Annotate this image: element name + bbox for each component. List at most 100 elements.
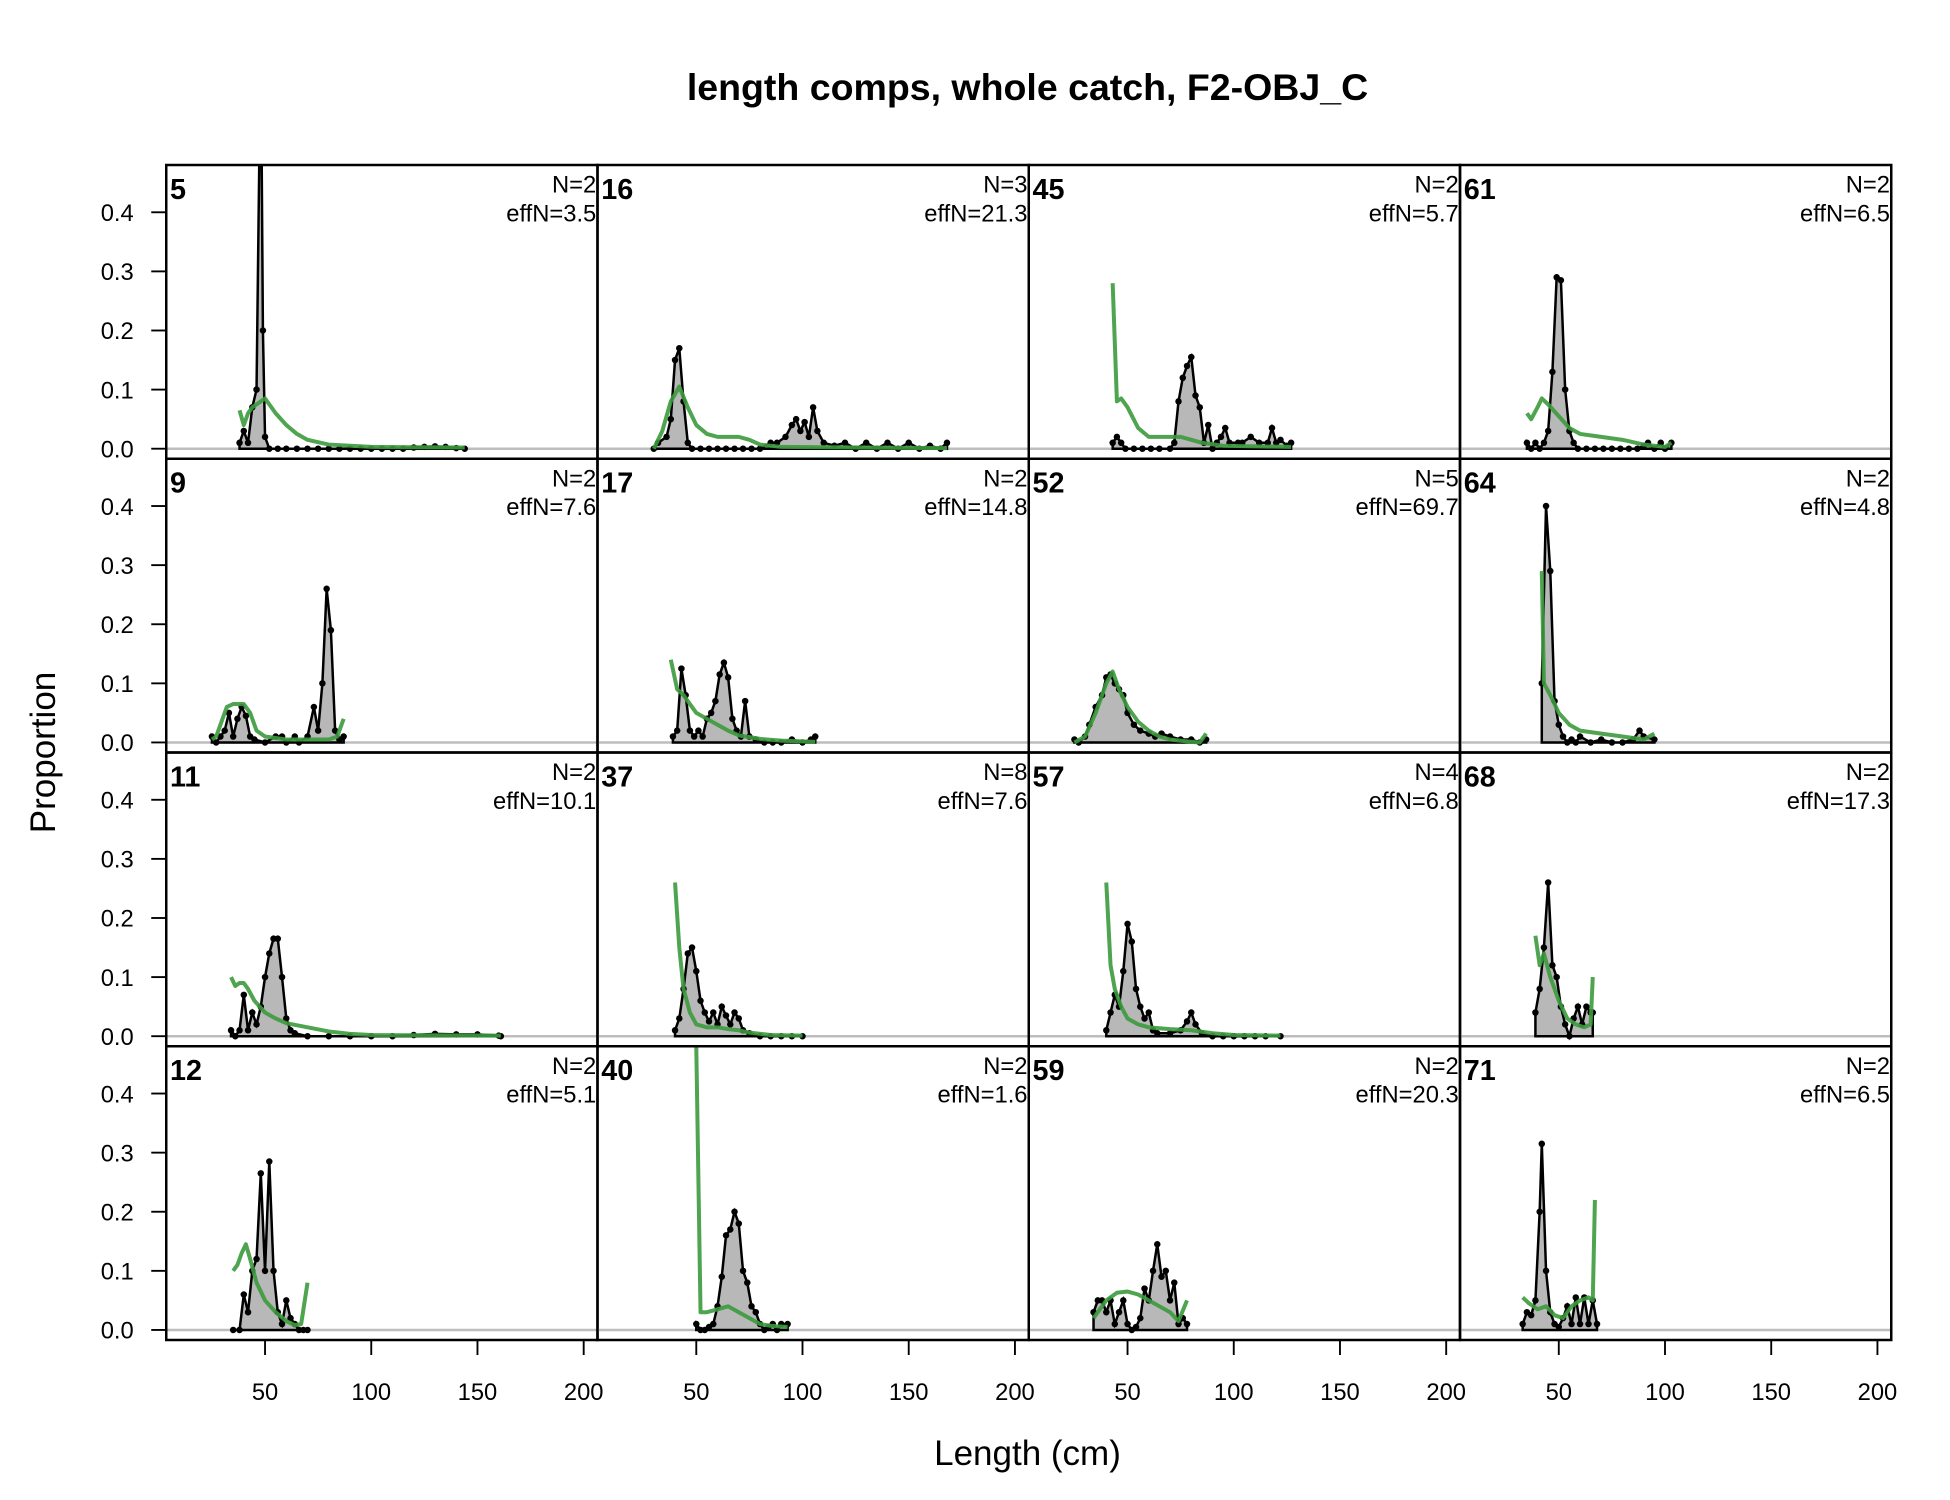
observed-point bbox=[1166, 1297, 1174, 1304]
x-tick-label: 100 bbox=[351, 1379, 391, 1406]
x-axis-label: Length (cm) bbox=[934, 1434, 1121, 1473]
observed-point bbox=[671, 356, 679, 364]
observed-point bbox=[1553, 973, 1560, 981]
observed-point bbox=[1120, 1297, 1127, 1304]
observed-area bbox=[238, 165, 465, 450]
observed-point bbox=[1538, 1140, 1546, 1148]
effective-n-label: effN=6.5 bbox=[1800, 1082, 1890, 1109]
observed-point bbox=[1188, 353, 1195, 361]
panel-label: 37 bbox=[601, 761, 633, 793]
observed-point bbox=[1171, 1279, 1178, 1286]
effective-n-label: effN=69.7 bbox=[1356, 494, 1459, 521]
observed-point bbox=[283, 445, 290, 452]
observed-point bbox=[1139, 445, 1146, 452]
observed-point bbox=[693, 1320, 700, 1328]
observed-point bbox=[676, 1015, 683, 1022]
sample-size-label: N=5 bbox=[1415, 465, 1459, 492]
observed-point bbox=[1277, 436, 1284, 444]
observed-point bbox=[1536, 445, 1543, 452]
observed-point bbox=[1115, 1308, 1123, 1316]
sample-size-label: N=2 bbox=[552, 465, 596, 492]
observed-point bbox=[1585, 1320, 1592, 1328]
panel-label: 5 bbox=[170, 174, 186, 206]
observed-point bbox=[714, 445, 721, 452]
expected-line bbox=[237, 396, 465, 450]
x-tick-label: 50 bbox=[1546, 1379, 1572, 1406]
observed-point bbox=[712, 697, 719, 705]
observed-point bbox=[1542, 502, 1550, 510]
panel-label: 61 bbox=[1464, 174, 1496, 206]
observed-point bbox=[258, 32, 265, 39]
observed-point bbox=[1117, 439, 1125, 447]
observed-point bbox=[684, 950, 692, 957]
observed-point bbox=[699, 733, 706, 740]
observed-area bbox=[1111, 352, 1293, 452]
observed-point bbox=[1540, 944, 1548, 951]
observed-point bbox=[1141, 1015, 1148, 1022]
panel-label: 16 bbox=[601, 174, 633, 206]
x-tick-label: 50 bbox=[1114, 1379, 1140, 1406]
observed-point bbox=[1130, 721, 1138, 728]
observed-point bbox=[261, 433, 269, 441]
sample-size-label: N=2 bbox=[1415, 172, 1459, 199]
observed-point bbox=[1557, 277, 1565, 284]
expected-line bbox=[1521, 1199, 1597, 1321]
panel-label: 45 bbox=[1033, 174, 1065, 206]
observed-point bbox=[261, 1267, 269, 1275]
observed-point bbox=[1130, 445, 1138, 452]
observed-point bbox=[1576, 1320, 1584, 1328]
observed-point bbox=[676, 344, 683, 352]
observed-point bbox=[1519, 1320, 1526, 1328]
y-axis-label: Proportion bbox=[24, 672, 63, 833]
effective-n-label: effN=7.6 bbox=[937, 788, 1027, 815]
effective-n-label: effN=5.1 bbox=[506, 1082, 596, 1109]
observed-point bbox=[1141, 1285, 1148, 1292]
observed-point bbox=[274, 935, 282, 942]
observed-point bbox=[841, 439, 849, 447]
observed-point bbox=[1532, 1009, 1539, 1016]
observed-point bbox=[1171, 439, 1178, 447]
observed-point bbox=[314, 445, 322, 452]
sample-size-label: N=2 bbox=[1846, 1053, 1890, 1080]
expected-line bbox=[1525, 396, 1673, 449]
effective-n-label: effN=6.5 bbox=[1800, 200, 1890, 227]
observed-point bbox=[731, 445, 738, 452]
observed-point bbox=[718, 1003, 726, 1010]
effective-n-label: effN=20.3 bbox=[1356, 1082, 1459, 1109]
observed-point bbox=[266, 445, 273, 452]
observed-point bbox=[782, 433, 789, 441]
observed-point bbox=[792, 415, 800, 423]
observed-point bbox=[1268, 424, 1276, 432]
observed-point bbox=[1124, 920, 1131, 928]
x-tick-label: 150 bbox=[1751, 1379, 1791, 1406]
observed-point bbox=[266, 950, 273, 957]
observed-point bbox=[1583, 1003, 1590, 1010]
expected-line bbox=[1091, 1289, 1189, 1324]
effective-n-label: effN=7.6 bbox=[506, 494, 596, 521]
observed-point bbox=[748, 445, 755, 452]
observed-point bbox=[1634, 445, 1641, 452]
expected-line bbox=[231, 1242, 310, 1328]
observed-point bbox=[283, 1297, 290, 1304]
observed-point bbox=[253, 1255, 260, 1263]
observed-point bbox=[809, 404, 817, 411]
observed-point bbox=[1183, 1018, 1191, 1025]
observed-point bbox=[244, 1308, 252, 1316]
observed-point bbox=[1532, 1297, 1539, 1304]
observed-point bbox=[259, 327, 267, 334]
observed-point bbox=[739, 1267, 747, 1275]
observed-point bbox=[1532, 439, 1539, 447]
observed-point bbox=[1576, 733, 1584, 740]
observed-point bbox=[697, 445, 704, 452]
effective-n-label: effN=1.6 bbox=[937, 1082, 1027, 1109]
